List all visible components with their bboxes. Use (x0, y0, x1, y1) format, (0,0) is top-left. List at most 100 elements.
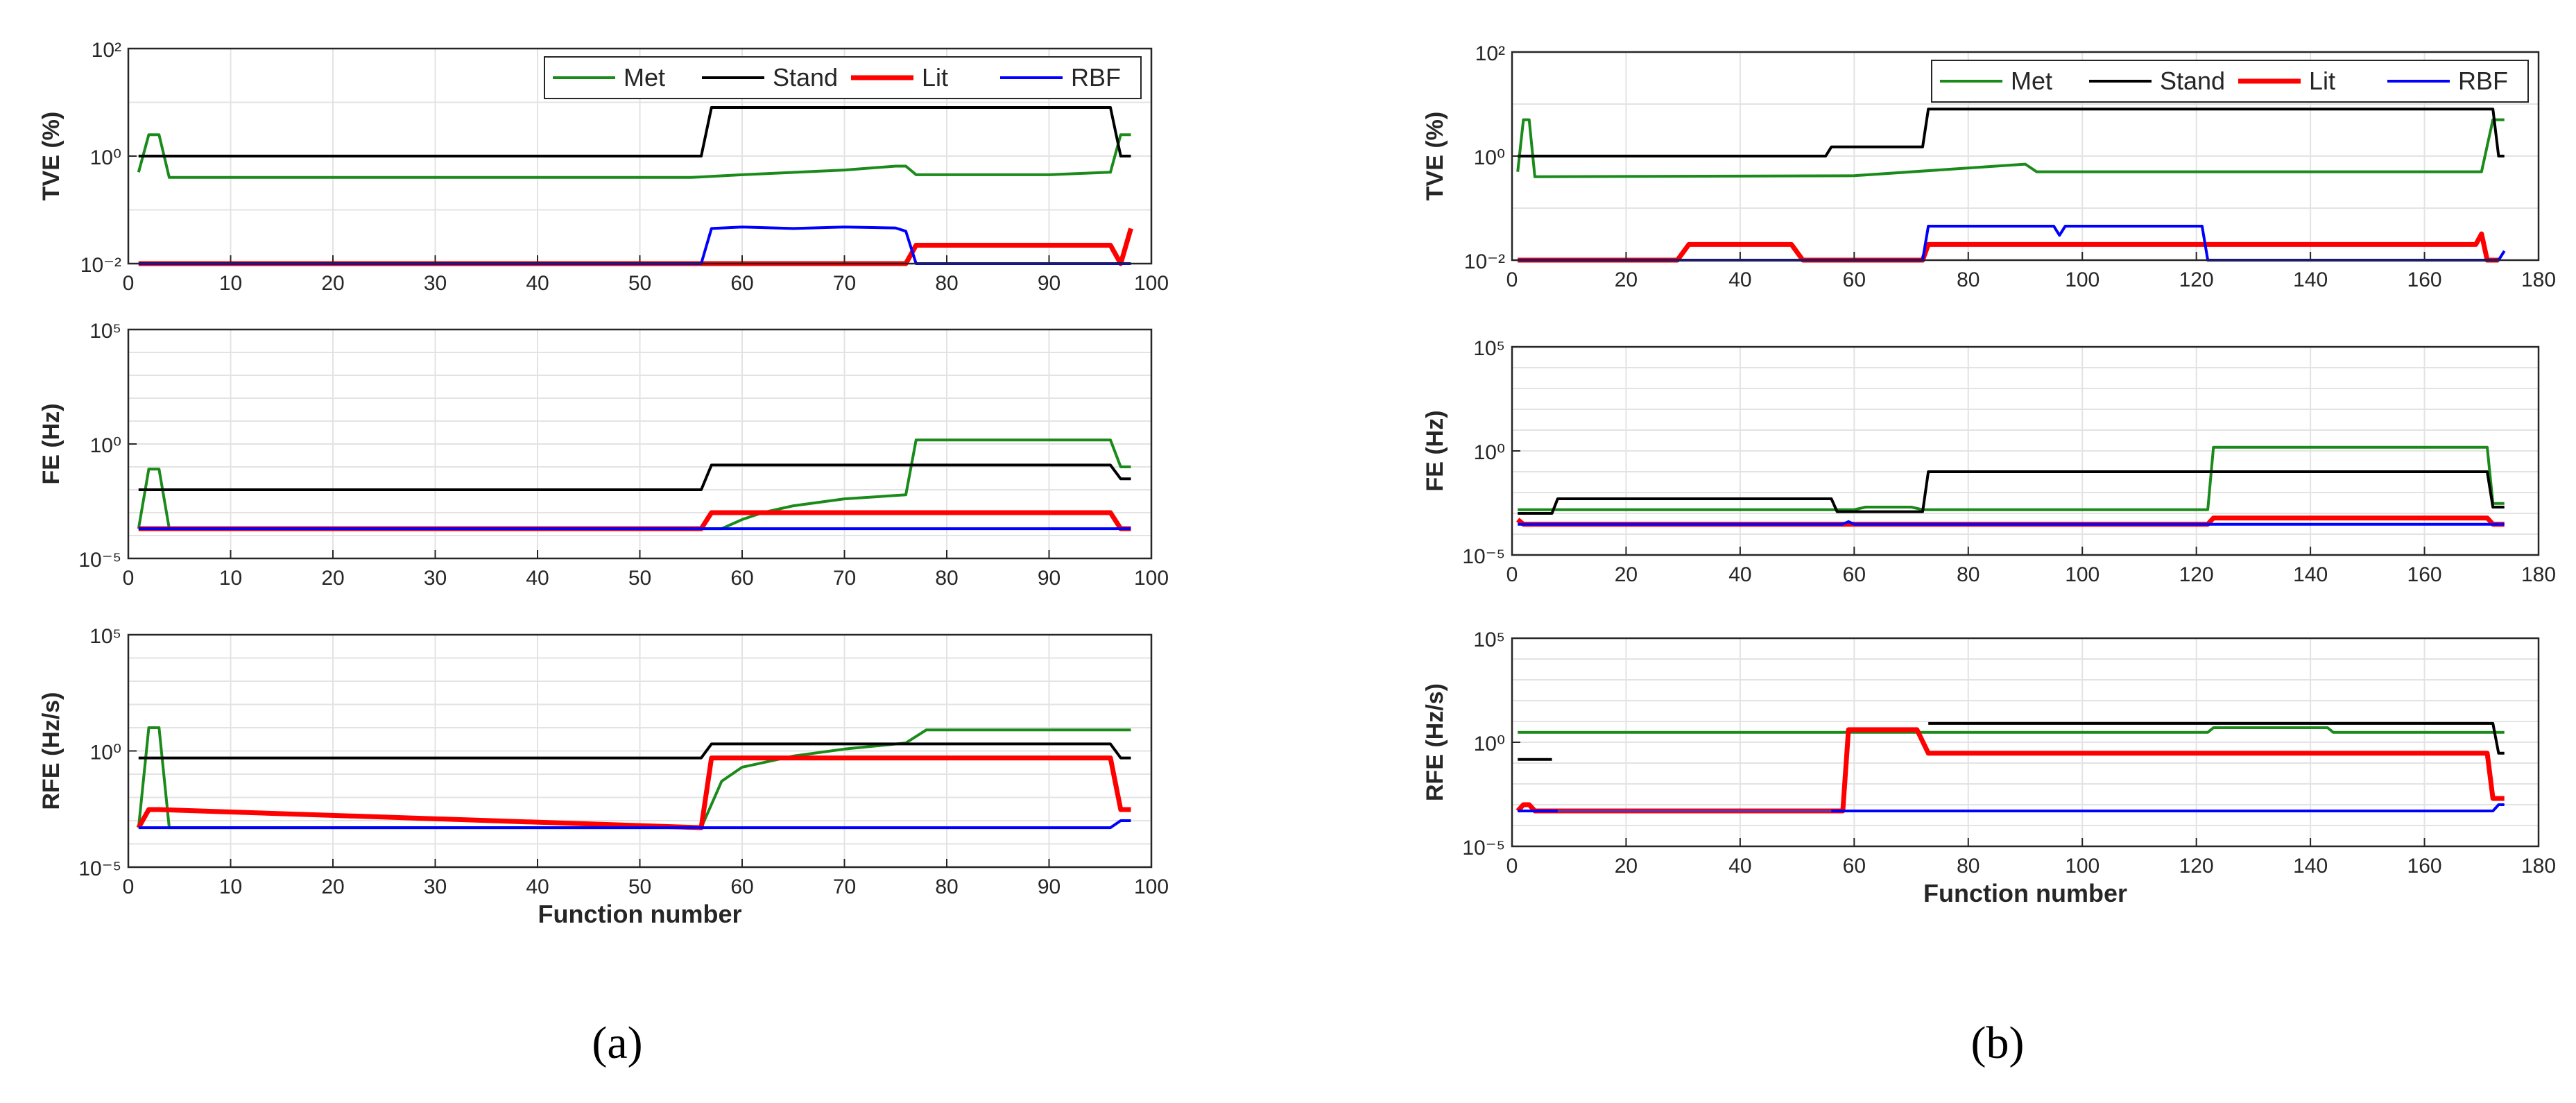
x-tick-label: 0 (123, 567, 135, 590)
legend-label-stand: Stand (2160, 67, 2225, 95)
series-rbf-line (1518, 803, 2505, 812)
x-tick-label: 20 (321, 567, 344, 590)
x-tick-label: 80 (935, 875, 958, 898)
x-tick-label: 140 (2293, 563, 2328, 586)
series-lit-line (136, 755, 1131, 830)
x-tick-label: 180 (2521, 563, 2556, 586)
y-axis-label: FE (Hz) (1422, 410, 1448, 491)
series-met-line (1518, 726, 2505, 734)
x-tick-label: 20 (1615, 563, 1638, 586)
series-lit-line (1515, 727, 2505, 814)
x-tick-label: 70 (833, 875, 856, 898)
caption-b: (b) (1971, 1018, 2025, 1068)
legend-label-met: Met (2011, 67, 2052, 95)
x-tick-label: 140 (2293, 268, 2328, 291)
x-tick-label: 60 (730, 875, 753, 898)
x-tick-label: 120 (2179, 563, 2214, 586)
x-tick-label: 180 (2521, 855, 2556, 878)
y-tick-label: 10² (92, 39, 121, 62)
y-tick-label: 10⁻⁵ (78, 857, 121, 880)
x-tick-label: 160 (2407, 268, 2442, 291)
x-tick-label: 70 (833, 567, 856, 590)
series-met-line (1518, 445, 2505, 511)
x-tick-label: 30 (424, 567, 447, 590)
x-tick-label: 50 (628, 272, 651, 295)
x-tick-label: 140 (2293, 855, 2328, 878)
x-tick-label: 100 (2065, 563, 2100, 586)
x-tick-label: 60 (1843, 855, 1866, 878)
x-tick-label: 160 (2407, 855, 2442, 878)
x-tick-label: 60 (1843, 268, 1866, 291)
legend-label-lit: Lit (922, 63, 948, 92)
y-tick-label: 10⁰ (90, 146, 121, 169)
x-axis-label: Function number (538, 900, 742, 928)
legend-label-stand: Stand (773, 63, 838, 92)
x-tick-label: 40 (526, 567, 549, 590)
y-axis-label: TVE (%) (38, 112, 65, 200)
series-met-line (137, 438, 1131, 531)
x-tick-label: 90 (1038, 875, 1061, 898)
y-tick-label: 10⁻² (1464, 250, 1505, 273)
x-tick-label: 40 (1728, 855, 1751, 878)
x-tick-label: 40 (526, 875, 549, 898)
x-tick-label: 10 (219, 875, 242, 898)
x-tick-label: 40 (1728, 563, 1751, 586)
x-tick-label: 100 (2065, 855, 2100, 878)
series-rbf-line (1518, 520, 2505, 526)
x-axis-label: Function number (1923, 879, 2127, 907)
series-met-line (137, 133, 1131, 179)
chart-b-3: 0 20 40 60 80 100 120 140 160 180 10⁻⁵ 10⁰ 10⁵ RFE (H… (1422, 629, 2556, 907)
y-tick-label: 10² (1475, 42, 1505, 65)
x-tick-label: 50 (628, 567, 651, 590)
legend-label-rbf: RBF (1071, 63, 1121, 92)
chart-a-2: 0 10 20 30 40 50 60 70 80 90 100 10⁻⁵ 10⁰ 10⁵ FE (Hz) (38, 320, 1169, 590)
legend-label-rbf: RBF (2458, 67, 2508, 95)
y-axis-label: RFE (Hz/s) (1422, 683, 1448, 801)
y-tick-label: 10⁰ (90, 434, 121, 457)
y-tick-label: 10⁻⁵ (1462, 545, 1505, 568)
x-tick-label: 100 (1134, 272, 1169, 295)
series-rbf-line (138, 819, 1131, 830)
x-tick-label: 20 (1615, 268, 1638, 291)
x-tick-label: 70 (833, 272, 856, 295)
series-stand-line (138, 106, 1131, 157)
x-tick-label: 50 (628, 875, 651, 898)
y-tick-label: 10⁰ (1474, 146, 1505, 169)
y-tick-label: 10⁵ (1473, 629, 1505, 651)
x-tick-label: 30 (424, 272, 447, 295)
x-tick-label: 0 (1506, 855, 1518, 878)
x-tick-label: 100 (1134, 567, 1169, 590)
x-tick-label: 80 (935, 272, 958, 295)
y-tick-label: 10⁻² (80, 254, 121, 277)
x-tick-label: 60 (730, 272, 753, 295)
x-tick-label: 90 (1038, 567, 1061, 590)
series-stand-line (1518, 108, 2505, 157)
y-axis-label: TVE (%) (1422, 112, 1448, 200)
series-stand-line (1928, 721, 2505, 755)
x-tick-label: 20 (321, 272, 344, 295)
series-rbf-line (138, 225, 1131, 265)
legend: Met Stand Lit RBF (544, 56, 1142, 99)
chart-a-1: 0 10 20 30 40 50 60 70 80 90 100 10⁻² 10⁰ 10² TVE (%) M… (38, 39, 1169, 295)
y-tick-label: 10⁰ (1474, 441, 1505, 464)
x-tick-label: 80 (1957, 855, 1980, 878)
x-tick-label: 20 (321, 875, 344, 898)
chart-a-3: 0 10 20 30 40 50 60 70 80 90 100 10⁻⁵ 10⁰ 10⁵ RFE (Hz/… (38, 625, 1169, 928)
caption-a: (a) (592, 1018, 642, 1068)
y-tick-label: 10⁻⁵ (78, 549, 121, 572)
x-tick-label: 120 (2179, 268, 2214, 291)
y-axis-label: FE (Hz) (38, 403, 65, 484)
x-tick-label: 10 (219, 567, 242, 590)
x-tick-label: 80 (1957, 563, 1980, 586)
x-tick-label: 160 (2407, 563, 2442, 586)
chart-b-1: 0 20 40 60 80 100 120 140 160 180 10⁻² 10⁰ 10² TVE (%… (1422, 42, 2556, 291)
x-tick-label: 10 (219, 272, 242, 295)
y-tick-label: 10⁵ (89, 625, 121, 648)
y-tick-label: 10⁵ (89, 320, 121, 343)
legend: Met Stand Lit RBF (1931, 60, 2529, 103)
x-tick-label: 100 (2065, 268, 2100, 291)
x-tick-label: 80 (1957, 268, 1980, 291)
legend-label-met: Met (624, 63, 665, 92)
series-stand-line (138, 463, 1131, 491)
